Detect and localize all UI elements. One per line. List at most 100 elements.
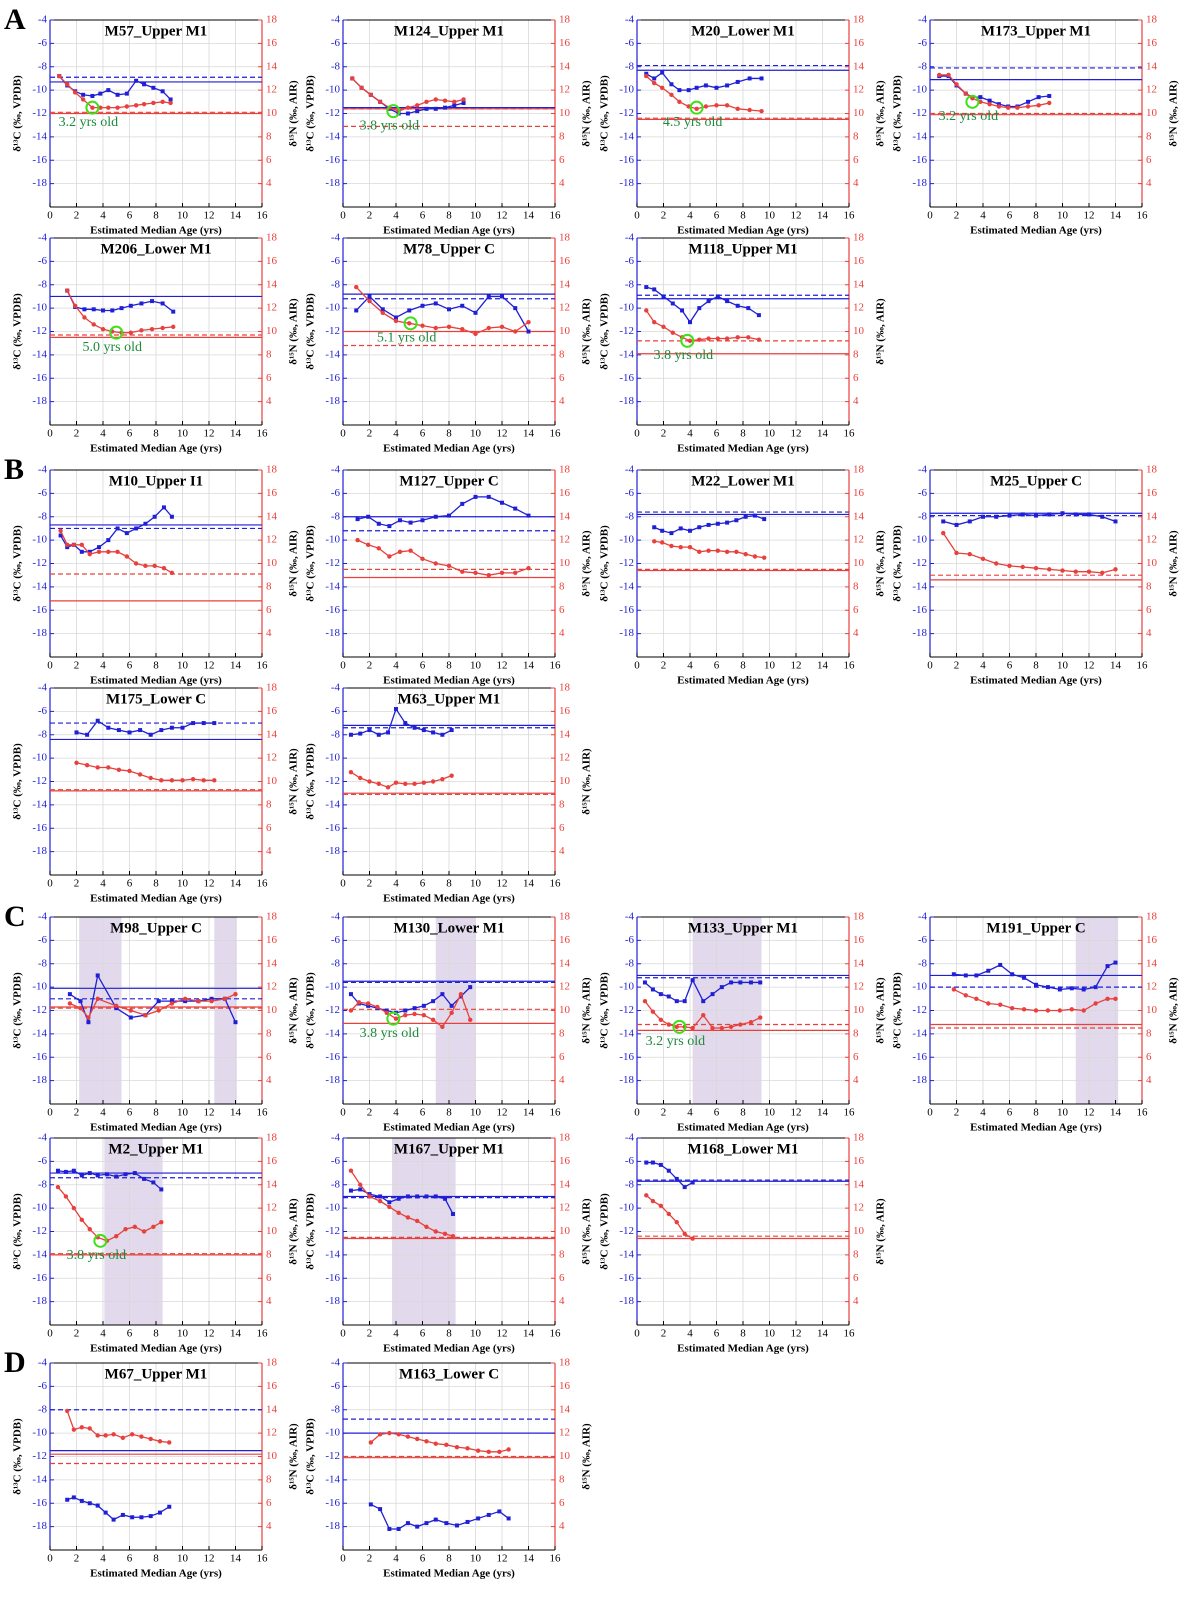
y-tick-label: -10 <box>619 1202 634 1214</box>
x-tick-label: 16 <box>844 660 856 672</box>
point <box>706 336 711 341</box>
x-tick-label: 6 <box>1007 660 1013 672</box>
y-tick-label: -10 <box>32 302 47 314</box>
point <box>141 1229 147 1234</box>
panel-title: M127_Upper C <box>399 473 498 489</box>
point <box>90 93 95 98</box>
point <box>1025 104 1031 109</box>
point <box>127 730 132 735</box>
y-tick-label: -6 <box>331 487 341 499</box>
point <box>658 992 663 997</box>
point <box>473 331 478 337</box>
x-tick-label: 16 <box>257 1328 269 1340</box>
point <box>79 1217 85 1223</box>
point <box>1047 100 1052 106</box>
x-tick-label: 16 <box>1137 660 1149 672</box>
point <box>697 525 702 530</box>
x-tick-label: 6 <box>127 210 133 222</box>
point <box>440 1024 445 1030</box>
y2-tick-label: 18 <box>559 911 571 923</box>
y-tick-label: -14 <box>325 1473 340 1485</box>
y-tick-label: -18 <box>32 395 47 407</box>
point <box>95 996 100 1002</box>
point <box>1073 512 1078 517</box>
y2-tick-label: 8 <box>266 580 272 592</box>
y-tick-label: -6 <box>918 487 928 499</box>
y2-tick-label: 16 <box>1146 37 1158 49</box>
y2-tick-label: 18 <box>266 14 278 26</box>
y-tick-label: -6 <box>625 37 635 49</box>
point <box>79 1425 85 1430</box>
y-tick-label: -10 <box>32 534 47 546</box>
y2-tick-label: 10 <box>559 557 571 569</box>
x-tick-label: 12 <box>497 1328 508 1340</box>
y2-tick-label: 18 <box>266 464 278 476</box>
point <box>148 775 153 781</box>
y2-tick-label: 4 <box>853 627 859 639</box>
point <box>139 1434 144 1439</box>
point <box>666 1022 671 1027</box>
y2-tick-label: 14 <box>853 510 865 522</box>
point <box>1007 563 1012 569</box>
x-tick-label: 0 <box>340 210 346 222</box>
point <box>421 728 426 733</box>
y2-tick-label: 8 <box>559 1248 565 1260</box>
point <box>998 1002 1003 1007</box>
x-tick-label: 10 <box>764 660 776 672</box>
x-tick-label: 0 <box>634 210 640 222</box>
y-tick-label: -10 <box>325 302 340 314</box>
y-tick-label: -10 <box>325 84 340 96</box>
point <box>701 1012 706 1018</box>
y-tick-label: -14 <box>619 1027 634 1039</box>
y-tick-label: -10 <box>912 84 927 96</box>
point <box>156 999 161 1004</box>
y-tick-label: -12 <box>325 557 340 569</box>
x-tick-label: 16 <box>257 1553 269 1565</box>
y2-axis-label: δ¹⁵N (‰, AIR) <box>288 530 300 597</box>
point <box>499 324 505 330</box>
point <box>682 999 687 1004</box>
y-tick-label: -12 <box>32 1225 47 1237</box>
point <box>1057 987 1062 992</box>
annotation-marker <box>109 325 124 340</box>
point <box>652 287 657 292</box>
x-tick-label: 8 <box>740 210 746 222</box>
y-tick-label: -12 <box>619 1004 634 1016</box>
y-tick-label: -10 <box>325 1202 340 1214</box>
y2-tick-label: 14 <box>1146 957 1158 969</box>
point <box>71 1205 77 1211</box>
y-tick-label: -16 <box>619 604 634 616</box>
point <box>415 103 420 108</box>
x-tick-label: 4 <box>393 1328 399 1340</box>
point <box>114 1003 119 1009</box>
point <box>115 105 120 110</box>
y-tick-label: -12 <box>325 1450 340 1462</box>
point <box>735 79 740 84</box>
y-tick-label: -14 <box>32 580 47 592</box>
point <box>703 83 708 88</box>
point <box>660 70 665 75</box>
y2-tick-label: 14 <box>853 957 865 969</box>
y2-tick-label: 18 <box>853 232 865 244</box>
point <box>670 301 675 306</box>
point <box>1069 986 1074 991</box>
x-tick-label: 4 <box>393 660 399 672</box>
point <box>433 561 438 566</box>
y-axis-label: δ¹³C (‰, VPDB) <box>12 743 24 820</box>
point <box>666 1168 671 1173</box>
x-tick-label: 6 <box>420 878 426 890</box>
y-tick-label: -4 <box>918 911 928 923</box>
point <box>738 980 743 985</box>
annotation-marker <box>386 1011 401 1026</box>
series-line <box>646 1161 693 1188</box>
x-tick-label: 10 <box>764 1328 776 1340</box>
x-axis-label: Estimated Median Age (yrs) <box>90 225 222 237</box>
y-tick-label: -12 <box>32 775 47 787</box>
panel-title: M63_Upper M1 <box>398 691 501 707</box>
x-tick-label: 6 <box>127 428 133 440</box>
x-tick-label: 2 <box>74 1107 80 1119</box>
x-tick-label: 4 <box>100 428 106 440</box>
point <box>180 778 185 783</box>
panel: 0 2 4 6 8 10 12 14 16 -4 -6 -8 -10 -12 -14 -16 -18 4 6 8 10 1… <box>305 1132 593 1355</box>
point <box>67 1001 73 1006</box>
